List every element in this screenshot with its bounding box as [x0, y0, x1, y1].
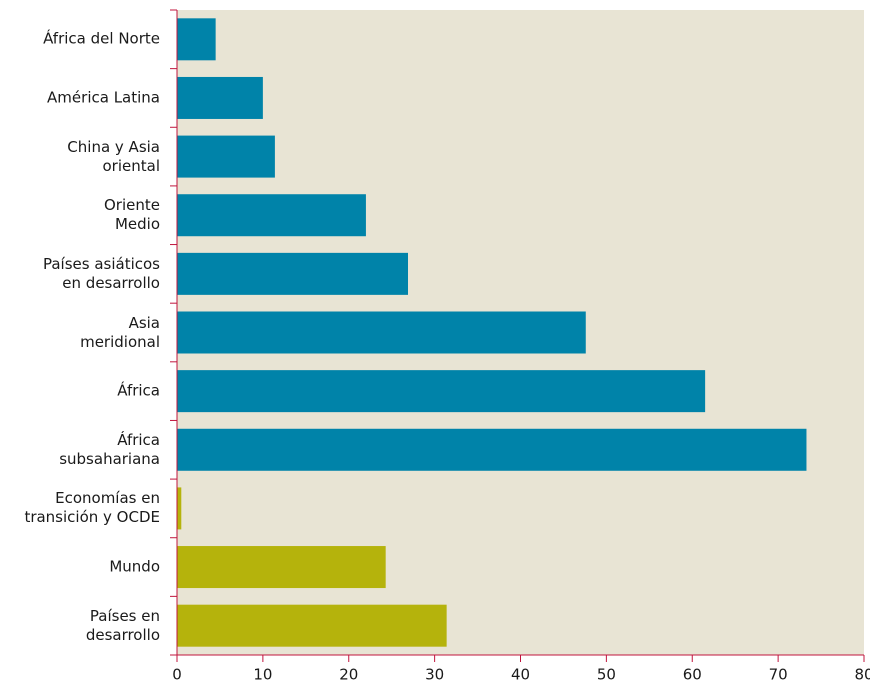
y-tick-label: Mundo [109, 557, 160, 576]
y-tick-label: América Latina [47, 88, 160, 107]
y-tick-label: África [117, 381, 160, 400]
x-tick-label: 40 [511, 666, 530, 684]
bar [177, 370, 706, 413]
y-tick-label: Economías en transición y OCDE [24, 489, 160, 527]
y-tick-label: China y Asia oriental [67, 137, 160, 175]
x-tick-label: 60 [683, 666, 702, 684]
x-tick-label: 80 [854, 666, 870, 684]
y-tick-label: Asia meridional [80, 313, 160, 351]
bar [177, 428, 807, 471]
bar [177, 487, 182, 530]
bar [177, 546, 386, 589]
y-tick-label: África del Norte [43, 29, 160, 48]
x-tick-label: 70 [769, 666, 788, 684]
bar [177, 604, 447, 647]
bar [177, 252, 409, 295]
x-tick-label: 10 [253, 666, 272, 684]
x-tick-label: 30 [425, 666, 444, 684]
bar [177, 76, 263, 119]
y-tick-label: África subsahariana [59, 430, 160, 468]
bar [177, 311, 586, 354]
bar [177, 135, 275, 178]
x-tick-label: 50 [597, 666, 616, 684]
x-tick-label: 0 [172, 666, 182, 684]
y-tick-label: Países en desarrollo [85, 606, 160, 644]
y-tick-label: Países asiáticos en desarrollo [42, 254, 160, 292]
bar [177, 18, 216, 61]
x-tick-label: 20 [339, 666, 358, 684]
y-tick-label: Oriente Medio [104, 196, 160, 234]
bar [177, 194, 366, 237]
